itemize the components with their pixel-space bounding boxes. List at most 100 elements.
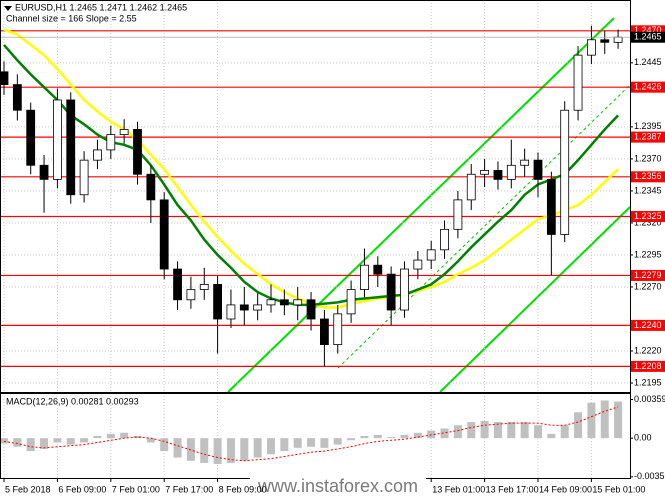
macd-bar xyxy=(133,436,142,439)
y-tick-label: 1.2445 xyxy=(634,57,662,67)
candle-body xyxy=(600,39,610,43)
macd-bar xyxy=(467,422,476,439)
level-label: 1.2279 xyxy=(634,270,662,280)
candle-body xyxy=(119,129,129,135)
macd-bar xyxy=(307,438,316,447)
menu-icon xyxy=(4,6,12,11)
y-tick-label: -0.00359 xyxy=(634,471,665,481)
x-tick-label: 14 Feb 09:00 xyxy=(539,484,592,494)
level-label: 1.2470 xyxy=(634,25,662,35)
candle-body xyxy=(346,289,356,315)
candle-body xyxy=(159,199,169,270)
macd-signal xyxy=(3,406,619,462)
y-tick-label: 0.00 xyxy=(634,433,652,443)
macd-bar xyxy=(293,438,302,448)
channel-middle xyxy=(337,84,631,369)
macd-title: MACD(12,26,9) 0.00281 0.00293 xyxy=(6,396,139,406)
level-label-bg xyxy=(631,171,665,183)
level-label: 1.2208 xyxy=(634,361,662,371)
level-label-bg xyxy=(631,360,665,372)
candle-body xyxy=(453,199,463,230)
macd-bar xyxy=(120,432,129,439)
macd-bar xyxy=(53,438,62,443)
candle-body xyxy=(506,164,516,180)
macd-bar xyxy=(387,437,396,439)
macd-bar xyxy=(534,425,542,439)
candle-body xyxy=(213,284,223,320)
price-panel-frame xyxy=(0,0,631,393)
channel-upper xyxy=(227,17,615,393)
y-tick-label: 1.2195 xyxy=(634,377,662,387)
macd-bar xyxy=(440,428,449,439)
candle-body xyxy=(573,54,583,111)
candle-body xyxy=(533,159,543,180)
x-tick-label: 6 Feb 09:00 xyxy=(58,484,106,494)
level-label: 1.2240 xyxy=(634,320,662,330)
macd-bar xyxy=(453,425,462,439)
macd-bar xyxy=(547,433,556,439)
y-tick-label: 1.2295 xyxy=(634,249,662,259)
candle-body xyxy=(373,264,383,275)
level-label-bg xyxy=(631,25,665,37)
macd-bar xyxy=(253,438,262,458)
candle-body xyxy=(306,299,316,320)
candle-body xyxy=(293,299,303,306)
level-label: 1.2325 xyxy=(634,211,662,221)
x-tick-label: 13 Feb 17:00 xyxy=(486,484,539,494)
macd-bar xyxy=(267,438,275,455)
x-tick-label: 8 Feb 09:00 xyxy=(219,484,267,494)
candle-body xyxy=(39,164,49,180)
macd-bar xyxy=(560,425,569,439)
last-price-bg xyxy=(631,31,665,43)
watermark-bg xyxy=(250,475,426,497)
y-tick-label: 1.2270 xyxy=(634,281,662,291)
y-tick-label: 1.2320 xyxy=(634,217,662,227)
macd-bar xyxy=(200,438,209,463)
y-tick-label: 1.2370 xyxy=(634,153,662,163)
macd-bar xyxy=(93,436,102,439)
macd-bar xyxy=(360,436,369,439)
candle-body xyxy=(279,299,289,306)
candle-body xyxy=(360,264,369,290)
macd-bar xyxy=(280,438,289,452)
macd-bar xyxy=(600,400,609,439)
candle-body xyxy=(426,249,436,261)
x-tick-label: 15 Feb 01:00 xyxy=(592,484,645,494)
candle-body xyxy=(66,99,76,196)
x-tick-label: 5 Feb 2018 xyxy=(5,484,51,494)
macd-bar xyxy=(0,438,8,444)
macd-bar xyxy=(160,438,169,452)
level-label-bg xyxy=(631,131,665,143)
candle-body xyxy=(79,159,89,196)
candle-body xyxy=(93,149,102,161)
macd-bar xyxy=(13,438,22,447)
macd-bar xyxy=(493,422,502,439)
level-label: 1.2426 xyxy=(634,82,662,92)
x-tick-label: 13 Feb 01:00 xyxy=(432,484,485,494)
candle-body xyxy=(400,268,409,311)
y-tick-label: 1.2395 xyxy=(634,121,662,131)
channel-lower xyxy=(439,206,631,393)
macd-bar xyxy=(106,433,115,439)
macd-bar xyxy=(400,434,409,439)
last-price-label: 1.2465 xyxy=(634,32,662,42)
candle-body xyxy=(480,170,490,175)
chart-subtitle: Channel size = 166 Slope = 2.55 xyxy=(6,13,137,23)
level-label-bg xyxy=(631,81,665,93)
macd-bar xyxy=(480,420,489,439)
candle-body xyxy=(493,170,503,180)
macd-bar xyxy=(146,438,155,443)
candle-body xyxy=(613,36,623,43)
candle-body xyxy=(0,71,9,86)
macd-bar xyxy=(226,438,235,463)
level-label: 1.2387 xyxy=(634,131,662,141)
macd-bar xyxy=(173,438,182,458)
candle-body xyxy=(186,289,196,301)
macd-bar xyxy=(213,438,222,464)
macd-bar xyxy=(80,438,89,443)
x-tick-label: 7 Feb 01:00 xyxy=(112,484,160,494)
macd-bar xyxy=(520,422,529,439)
macd-bar xyxy=(614,401,623,439)
candle-body xyxy=(466,173,476,201)
